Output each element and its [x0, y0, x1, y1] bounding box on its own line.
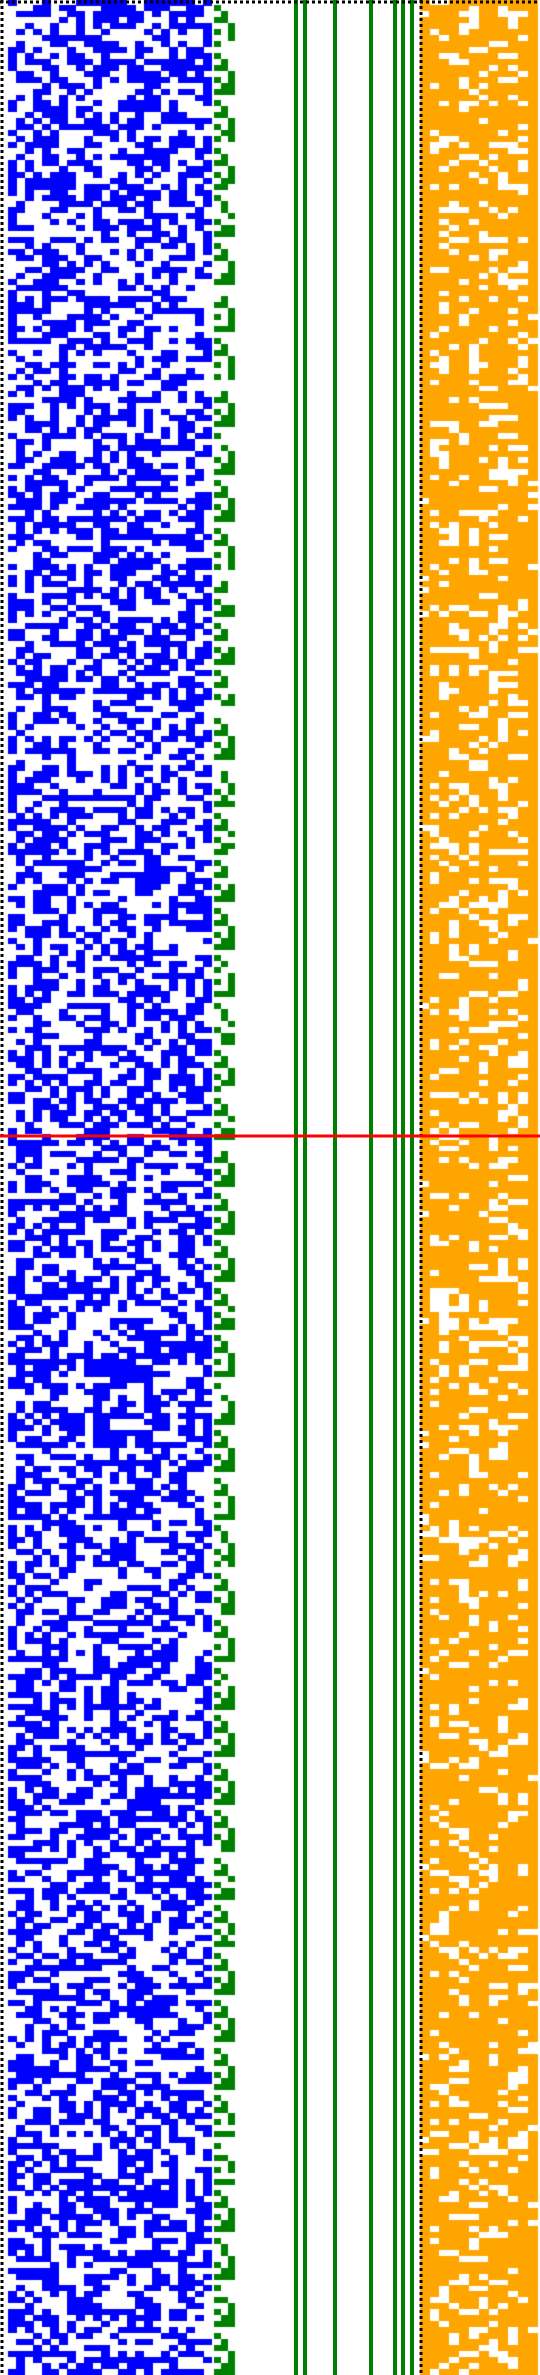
counter-lines-group — [294, 0, 414, 2375]
